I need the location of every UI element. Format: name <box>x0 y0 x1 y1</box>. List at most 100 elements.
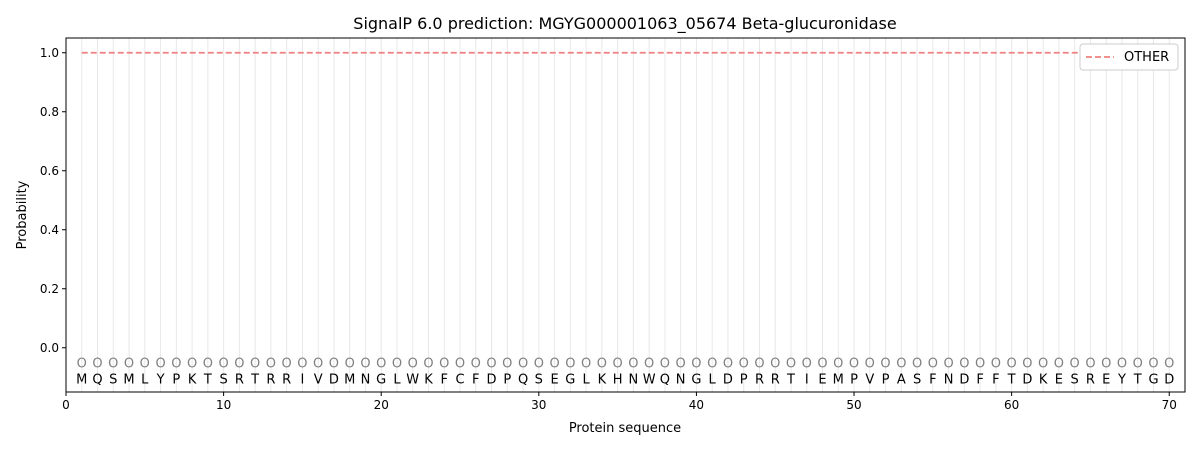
predicted-label-marker: O <box>644 357 654 372</box>
predicted-label-marker: O <box>203 357 213 372</box>
residue-label: R <box>755 372 764 387</box>
predicted-label-marker: O <box>817 357 827 372</box>
plot-frame <box>65 37 1186 393</box>
predicted-label-marker: O <box>360 357 370 372</box>
predicted-label-marker: O <box>549 357 559 372</box>
residue-label: I <box>300 372 304 387</box>
predicted-label-marker: O <box>187 357 197 372</box>
predicted-label-marker: O <box>155 357 165 372</box>
predicted-label-marker: O <box>660 357 670 372</box>
predicted-label-marker: O <box>802 357 812 372</box>
predicted-label-marker: O <box>77 357 87 372</box>
predicted-label-marker: O <box>754 357 764 372</box>
residue-label: K <box>598 372 607 387</box>
predicted-label-marker: O <box>597 357 607 372</box>
residue-label: M <box>123 372 134 387</box>
predicted-label-marker: O <box>124 357 134 372</box>
predicted-label-marker: O <box>975 357 985 372</box>
residue-label: P <box>172 372 180 387</box>
predicted-label-marker: O <box>676 357 686 372</box>
y-tick-label: 1.0 <box>40 46 59 60</box>
predicted-label-marker: O <box>140 357 150 372</box>
residue-label: V <box>314 372 323 387</box>
predicted-label-marker: O <box>282 357 292 372</box>
residue-label: E <box>818 372 826 387</box>
x-tick-label: 0 <box>62 398 70 412</box>
predicted-label-marker: O <box>865 357 875 372</box>
y-tick-label: 0.2 <box>40 282 59 296</box>
x-axis-label: Protein sequence <box>569 421 681 436</box>
predicted-label-marker: O <box>486 357 496 372</box>
predicted-label-marker: O <box>707 357 717 372</box>
residue-label: L <box>709 372 717 387</box>
residue-label: G <box>691 372 701 387</box>
predicted-label-marker: O <box>218 357 228 372</box>
residue-label: N <box>676 372 686 387</box>
predicted-label-marker: O <box>1164 357 1174 372</box>
residue-label: N <box>361 372 371 387</box>
predicted-label-marker: O <box>408 357 418 372</box>
residue-label: P <box>850 372 858 387</box>
residue-label: Y <box>1117 372 1126 387</box>
predicted-label-marker: O <box>1038 357 1048 372</box>
predicted-label-marker: O <box>928 357 938 372</box>
residue-label: T <box>1133 372 1142 387</box>
residue-label: T <box>1007 372 1016 387</box>
residue-label: D <box>487 372 497 387</box>
residue-label: E <box>1102 372 1110 387</box>
residue-label: V <box>865 372 874 387</box>
x-tick-label: 20 <box>374 398 389 412</box>
x-tick-label: 60 <box>1004 398 1019 412</box>
residue-label: F <box>472 372 479 387</box>
predicted-label-marker: O <box>345 357 355 372</box>
residue-label: P <box>882 372 890 387</box>
residue-label: T <box>203 372 212 387</box>
residue-label: Q <box>660 372 670 387</box>
residue-label: D <box>329 372 339 387</box>
residue-label: N <box>629 372 639 387</box>
predicted-label-marker: O <box>1054 357 1064 372</box>
residue-label: Y <box>156 372 165 387</box>
residue-label: F <box>929 372 936 387</box>
predicted-label-marker: O <box>313 357 323 372</box>
residue-label: M <box>76 372 87 387</box>
predicted-label-marker: O <box>959 357 969 372</box>
residue-label: R <box>1086 372 1095 387</box>
predicted-label-marker: O <box>1022 357 1032 372</box>
predicted-label-marker: O <box>770 357 780 372</box>
predicted-label-marker: O <box>455 357 465 372</box>
residue-label: R <box>282 372 291 387</box>
residue-label: N <box>944 372 954 387</box>
predicted-label-marker: O <box>439 357 449 372</box>
residue-label: K <box>424 372 433 387</box>
residue-label: M <box>344 372 355 387</box>
predicted-label-marker: O <box>518 357 528 372</box>
predicted-label-marker: O <box>234 357 244 372</box>
residue-label: H <box>613 372 623 387</box>
predicted-label-marker: O <box>943 357 953 372</box>
residue-label: D <box>1022 372 1032 387</box>
residue-label: G <box>376 372 386 387</box>
predicted-label-marker: O <box>423 357 433 372</box>
predicted-label-marker: O <box>739 357 749 372</box>
predicted-label-marker: O <box>691 357 701 372</box>
residue-label: S <box>913 372 921 387</box>
residue-label: R <box>235 372 244 387</box>
residue-label: A <box>897 372 906 387</box>
y-tick-label: 0.4 <box>40 223 59 237</box>
x-tick-label: 70 <box>1162 398 1177 412</box>
predicted-label-marker: O <box>912 357 922 372</box>
predicted-label-marker: O <box>1101 357 1111 372</box>
predicted-label-marker: O <box>92 357 102 372</box>
residue-label: F <box>976 372 983 387</box>
predicted-label-marker: O <box>471 357 481 372</box>
y-tick-label: 0.8 <box>40 105 59 119</box>
predicted-label-marker: O <box>786 357 796 372</box>
residue-label: F <box>992 372 999 387</box>
y-tick-label: 0.0 <box>40 341 59 355</box>
residue-label: D <box>1164 372 1174 387</box>
residue-label: E <box>1055 372 1063 387</box>
predicted-label-marker: O <box>1007 357 1017 372</box>
predicted-label-marker: O <box>1117 357 1127 372</box>
